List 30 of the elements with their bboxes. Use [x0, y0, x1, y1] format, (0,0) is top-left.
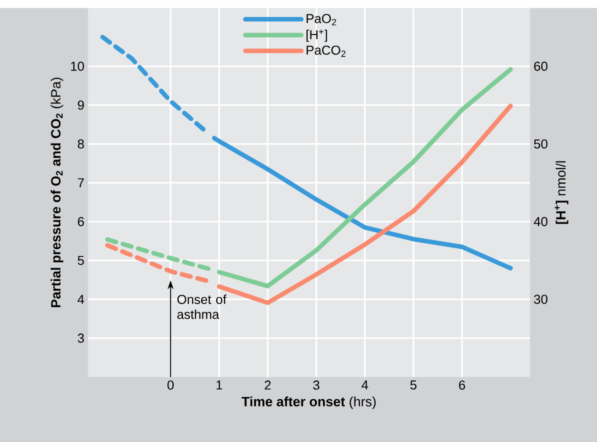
- y2-tick-label: 60: [534, 62, 548, 71]
- line-series: [100, 34, 207, 133]
- text: [H$^{+}$] nmol/l: [554, 161, 568, 224]
- y-tick-label: 8: [78, 139, 84, 149]
- annotation: Onset of asthma: [177, 294, 226, 319]
- y2-tick-label: 50: [534, 139, 548, 149]
- legend-label: [H$^{+}$]: [306, 30, 328, 42]
- y2-tick-label: 40: [534, 217, 548, 226]
- legend-label: PaCO$_{2}$: [306, 46, 346, 57]
- y-tick-label: 7: [78, 178, 84, 188]
- legend-label: PaO$_{2}$: [306, 14, 336, 26]
- x-tick-label: 2: [264, 380, 271, 390]
- line-series: [216, 104, 513, 306]
- x-tick-label: 6: [459, 380, 466, 390]
- line-series: [216, 67, 513, 288]
- line-series: [212, 136, 513, 270]
- x-tick-label: 4: [362, 380, 368, 390]
- x-tick-label: 3: [313, 380, 320, 390]
- y-tick-label: 4: [78, 294, 84, 304]
- x-tick-label: 5: [410, 380, 416, 390]
- y-tick-label: 3: [78, 334, 84, 343]
- text: Partial pressure of O$_{2}$ and CO$_{2}$ (kPa): [50, 78, 64, 308]
- y-tick-label: 6: [78, 217, 84, 226]
- x-axis-title: Time after onset (hrs): [242, 396, 376, 410]
- x-tick-label: 0: [167, 380, 174, 390]
- y-tick-label: 5: [78, 256, 84, 265]
- x-tick-label: 1: [216, 380, 222, 390]
- y-tick-label: 10: [71, 62, 84, 71]
- y-tick-label: 9: [78, 100, 84, 110]
- y2-tick-label: 30: [534, 294, 548, 304]
